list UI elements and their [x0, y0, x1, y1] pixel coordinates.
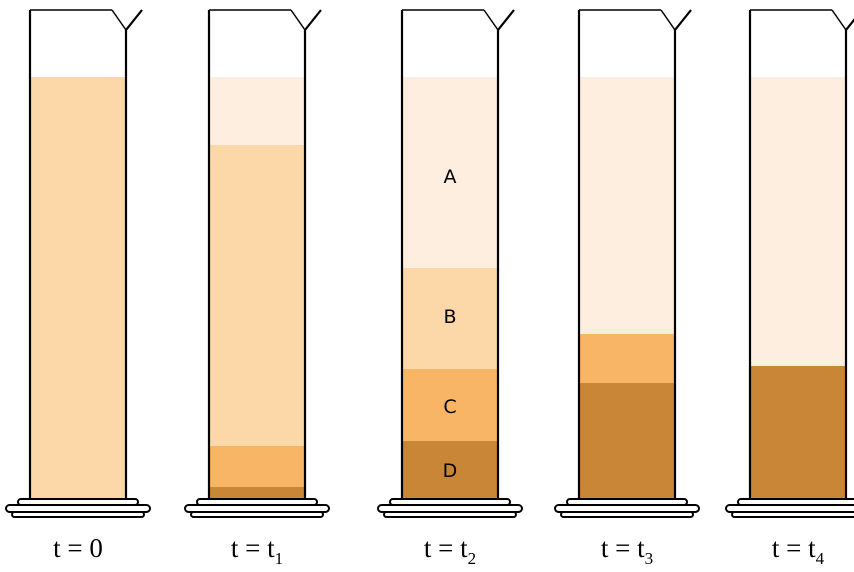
- cylinder-base: [561, 512, 693, 517]
- time-label-subscript: 2: [468, 549, 477, 568]
- cylinder-rim: [291, 10, 305, 30]
- sediment-layer: [209, 145, 305, 446]
- sediment-layer: [579, 77, 675, 334]
- cylinder-wall: [675, 10, 691, 500]
- cylinder: t = 0: [6, 10, 150, 563]
- cylinder-rim: [112, 10, 126, 30]
- time-label: t = t1: [231, 533, 283, 568]
- cylinder-base: [384, 512, 516, 517]
- cylinder: t = t4: [726, 10, 854, 568]
- time-label-text: t = t: [424, 533, 468, 563]
- sediment-layer: [750, 77, 846, 366]
- sediment-layer: [750, 366, 846, 500]
- time-label-subscript: 3: [645, 549, 654, 568]
- time-label: t = 0: [53, 533, 103, 563]
- cylinder-rim: [661, 10, 675, 30]
- cylinder-base: [378, 505, 522, 512]
- cylinder-wall: [846, 10, 854, 500]
- sediment-layer: [209, 77, 305, 145]
- layer-label: C: [443, 396, 456, 418]
- sediment-layer: [579, 334, 675, 383]
- cylinder-rim: [832, 10, 846, 30]
- page: {"layer_labels": ["A", "B", "C", "D"], "…: [0, 0, 854, 572]
- cylinder-wall: [498, 10, 514, 500]
- cylinder-base: [12, 512, 144, 517]
- cylinder-base: [185, 505, 329, 512]
- cylinder: t = t3: [555, 10, 699, 568]
- time-label-text: t = t: [601, 533, 645, 563]
- sedimentation-diagram: t = 0t = t1t = t2t = t3t = t4ABCD: [0, 0, 854, 572]
- time-label: t = t2: [424, 533, 476, 568]
- cylinder-base: [732, 512, 854, 517]
- cylinder-wall: [126, 10, 142, 500]
- time-label-subscript: 4: [816, 549, 825, 568]
- cylinder-wall: [305, 10, 321, 500]
- cylinder-base: [191, 512, 323, 517]
- sediment-layer: [579, 383, 675, 500]
- layer-label: A: [444, 166, 457, 188]
- time-label-text: t = 0: [53, 533, 103, 563]
- time-label: t = t3: [601, 533, 653, 568]
- cylinder: t = t1: [185, 10, 329, 568]
- sediment-layer: [30, 77, 126, 500]
- time-label-text: t = t: [231, 533, 275, 563]
- cylinder-base: [726, 505, 854, 512]
- time-label: t = t4: [772, 533, 825, 568]
- time-label-subscript: 1: [275, 549, 284, 568]
- cylinder: t = t2: [378, 10, 522, 568]
- layer-label: D: [443, 460, 458, 482]
- time-label-text: t = t: [772, 533, 816, 563]
- cylinder-rim: [484, 10, 498, 30]
- cylinder-base: [6, 505, 150, 512]
- layer-label: B: [443, 306, 456, 328]
- cylinder-base: [555, 505, 699, 512]
- sediment-layer: [209, 446, 305, 487]
